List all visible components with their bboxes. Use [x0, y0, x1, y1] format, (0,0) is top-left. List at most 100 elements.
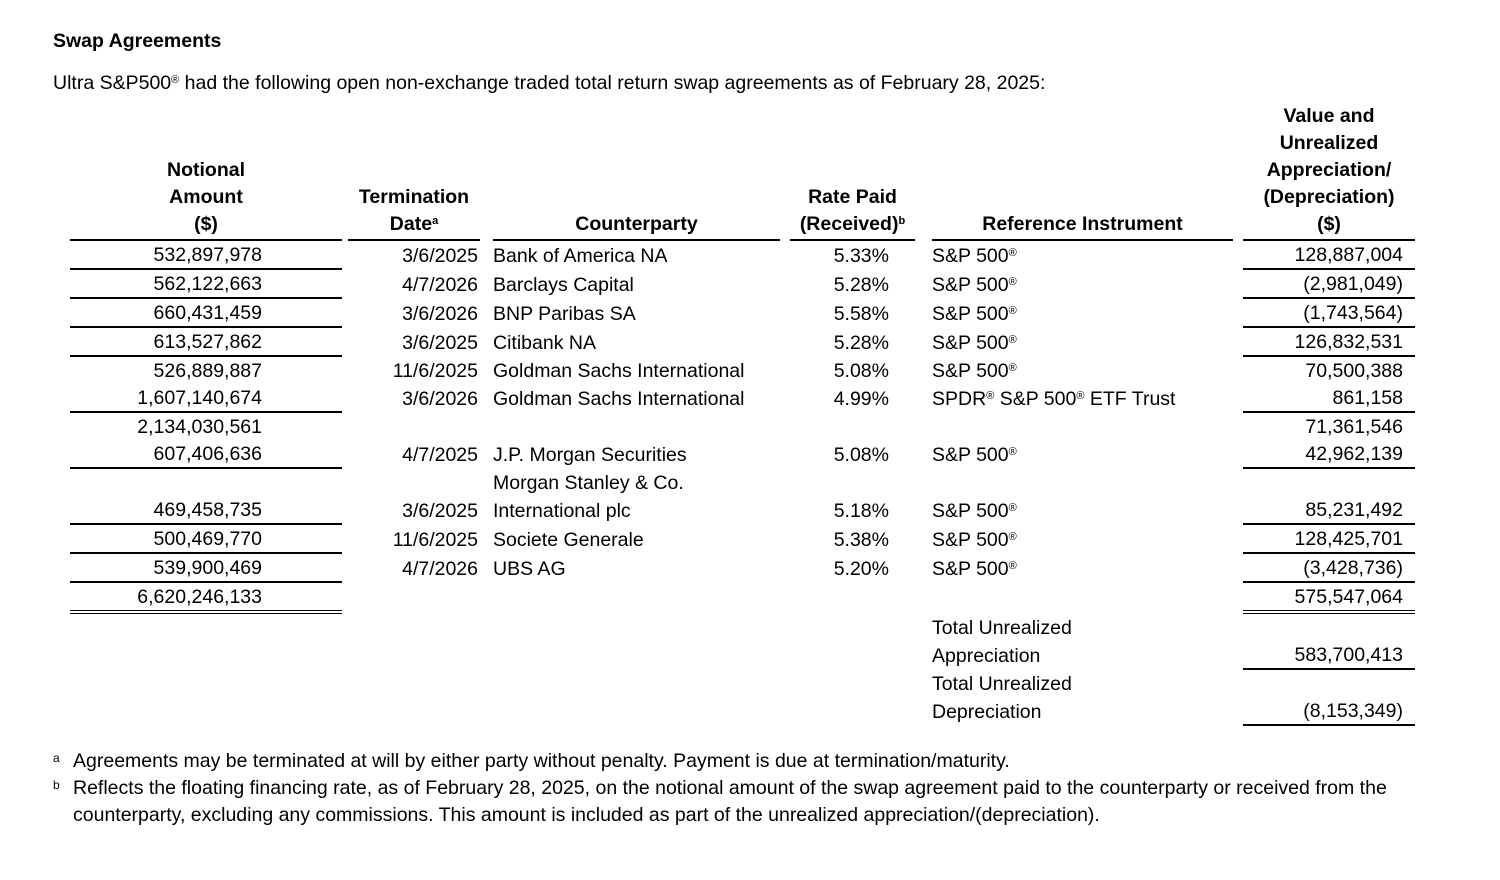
counterparty-cell [493, 412, 780, 440]
value-cell: (2,981,049) [1243, 269, 1415, 299]
reference-instrument-cell: S&P 500® [932, 444, 1017, 466]
notional-cell: 469,458,735 [70, 496, 342, 525]
termination-date-cell [348, 412, 480, 440]
termination-date-cell: 4/7/2026 [402, 274, 478, 296]
value-cell: 42,962,139 [1243, 440, 1415, 469]
spacer-cell [1233, 327, 1243, 356]
spacer-cell [780, 468, 790, 496]
header-notional-amount: Notional Amount ($) [70, 103, 342, 241]
header-line: Unrealized [1279, 132, 1379, 154]
header-line: Datea [348, 211, 480, 238]
header-value-appreciation: Value and Unrealized Appreciation/ (Depr… [1243, 103, 1415, 241]
counterparty-cell: UBS AG [493, 558, 566, 580]
spacer-cell [1233, 496, 1243, 524]
spacer-cell [1233, 669, 1243, 697]
header-reference-instrument: Reference Instrument [932, 103, 1233, 241]
spacer-cell [780, 298, 790, 327]
total-depreciation-label-line1: Total Unrealized [932, 673, 1072, 695]
spacer-cell [915, 384, 932, 412]
spacer-cell [480, 103, 493, 240]
notional-cell: 526,889,887 [153, 360, 262, 382]
header-rate-paid: Rate Paid (Received)b [790, 103, 915, 241]
table-row: Morgan Stanley & Co. [70, 468, 1415, 496]
counterparty-cell [493, 582, 780, 612]
spacer-cell [915, 103, 932, 240]
intro-fund-name: Ultra S&P500 [53, 72, 172, 94]
spacer-cell [480, 356, 493, 384]
spacer-cell [915, 582, 932, 612]
footnote-a-text: Agreements may be terminated at will by … [73, 750, 1010, 772]
spacer-cell [1233, 240, 1243, 269]
termination-date-cell: 3/6/2025 [402, 332, 478, 354]
spacer-cell [480, 269, 493, 298]
notional-subtotal-cell: 2,134,030,561 [137, 416, 262, 438]
termination-date-cell: 3/6/2026 [402, 388, 478, 410]
registered-mark: ® [171, 74, 180, 86]
reference-instrument-cell: S&P 500® [932, 245, 1017, 267]
reference-instrument-cell: S&P 500® [932, 529, 1017, 551]
spacer-cell [480, 553, 493, 582]
value-cell: 128,425,701 [1243, 524, 1415, 554]
footnote-b-marker: b [898, 215, 906, 227]
spacer-cell [780, 582, 790, 612]
page-title: Swap Agreements [53, 30, 222, 52]
footnote-a-marker: a [53, 751, 60, 765]
header-line: ($) [194, 213, 218, 235]
termination-date-cell: 3/6/2025 [402, 245, 478, 267]
total-appreciation-label-line1: Total Unrealized [932, 617, 1072, 639]
spacer-cell [1233, 697, 1243, 725]
spacer-cell [1233, 384, 1243, 412]
counterparty-cell: Citibank NA [493, 332, 596, 354]
table-row: 539,900,469 4/7/2026 UBS AG 5.20% S&P 500® (3… [70, 553, 1415, 583]
table-row: 1,607,140,674 3/6/2026 Goldman Sachs Inter… [70, 384, 1415, 413]
spacer-cell [915, 298, 932, 327]
notional-cell: 607,406,636 [70, 440, 342, 469]
spacer-cell [480, 440, 493, 468]
value-cell: 70,500,388 [1305, 360, 1403, 382]
header-line: Notional [167, 159, 245, 181]
counterparty-cell: Barclays Capital [493, 274, 634, 296]
spacer-cell [1233, 524, 1243, 553]
rate-cell: 5.08% [833, 360, 889, 382]
spacer-cell [915, 327, 932, 356]
total-depreciation-label-line2: Depreciation [932, 701, 1042, 723]
reference-instrument-cell [932, 582, 1233, 612]
intro-text: Ultra S&P500® had the following open non… [53, 72, 1500, 95]
spacer-cell [780, 240, 790, 269]
termination-date-cell: 3/6/2026 [402, 303, 478, 325]
value-cell: (1,743,564) [1243, 298, 1415, 328]
table-row: 469,458,735 3/6/2025 International plc 5.18… [70, 496, 1415, 525]
header-line: Termination [358, 186, 470, 208]
swap-agreements-table: Notional Amount ($) Termination Datea Co… [70, 103, 1415, 726]
termination-date-cell [348, 468, 480, 496]
counterparty-cell: Bank of America NA [493, 245, 668, 267]
spacer-cell [780, 356, 790, 384]
spacer-cell [915, 240, 932, 269]
spacer-cell [480, 298, 493, 327]
header-line: (Received)b [790, 211, 915, 238]
header-line: Appreciation/ [1266, 159, 1392, 181]
spacer-cell [915, 496, 932, 524]
table-row: 607,406,636 4/7/2025 J.P. Morgan Securitie… [70, 440, 1415, 469]
spacer-cell [780, 440, 790, 468]
header-line: Counterparty [575, 213, 698, 235]
spacer-cell [780, 496, 790, 524]
rate-cell [790, 412, 915, 440]
spacer-cell [480, 412, 493, 440]
value-subtotal-cell: 71,361,546 [1305, 416, 1403, 438]
termination-date-cell: 4/7/2026 [402, 558, 478, 580]
table-header-row: Notional Amount ($) Termination Datea Co… [70, 103, 1415, 241]
value-cell: 128,887,004 [1243, 240, 1415, 270]
spacer-cell [780, 553, 790, 582]
rate-cell: 5.33% [833, 245, 889, 267]
termination-date-cell: 4/7/2025 [402, 444, 478, 466]
spacer-cell [1233, 468, 1243, 496]
spacer-cell [1233, 641, 1243, 669]
header-counterparty: Counterparty [493, 103, 780, 241]
reference-instrument-cell: S&P 500® [932, 274, 1017, 296]
spacer-cell [915, 524, 932, 553]
header-date-text: Date [389, 213, 433, 235]
spacer-cell [1233, 269, 1243, 298]
value-cell: 85,231,492 [1243, 496, 1415, 525]
table-row: 526,889,887 11/6/2025 Goldman Sachs Intern… [70, 356, 1415, 384]
